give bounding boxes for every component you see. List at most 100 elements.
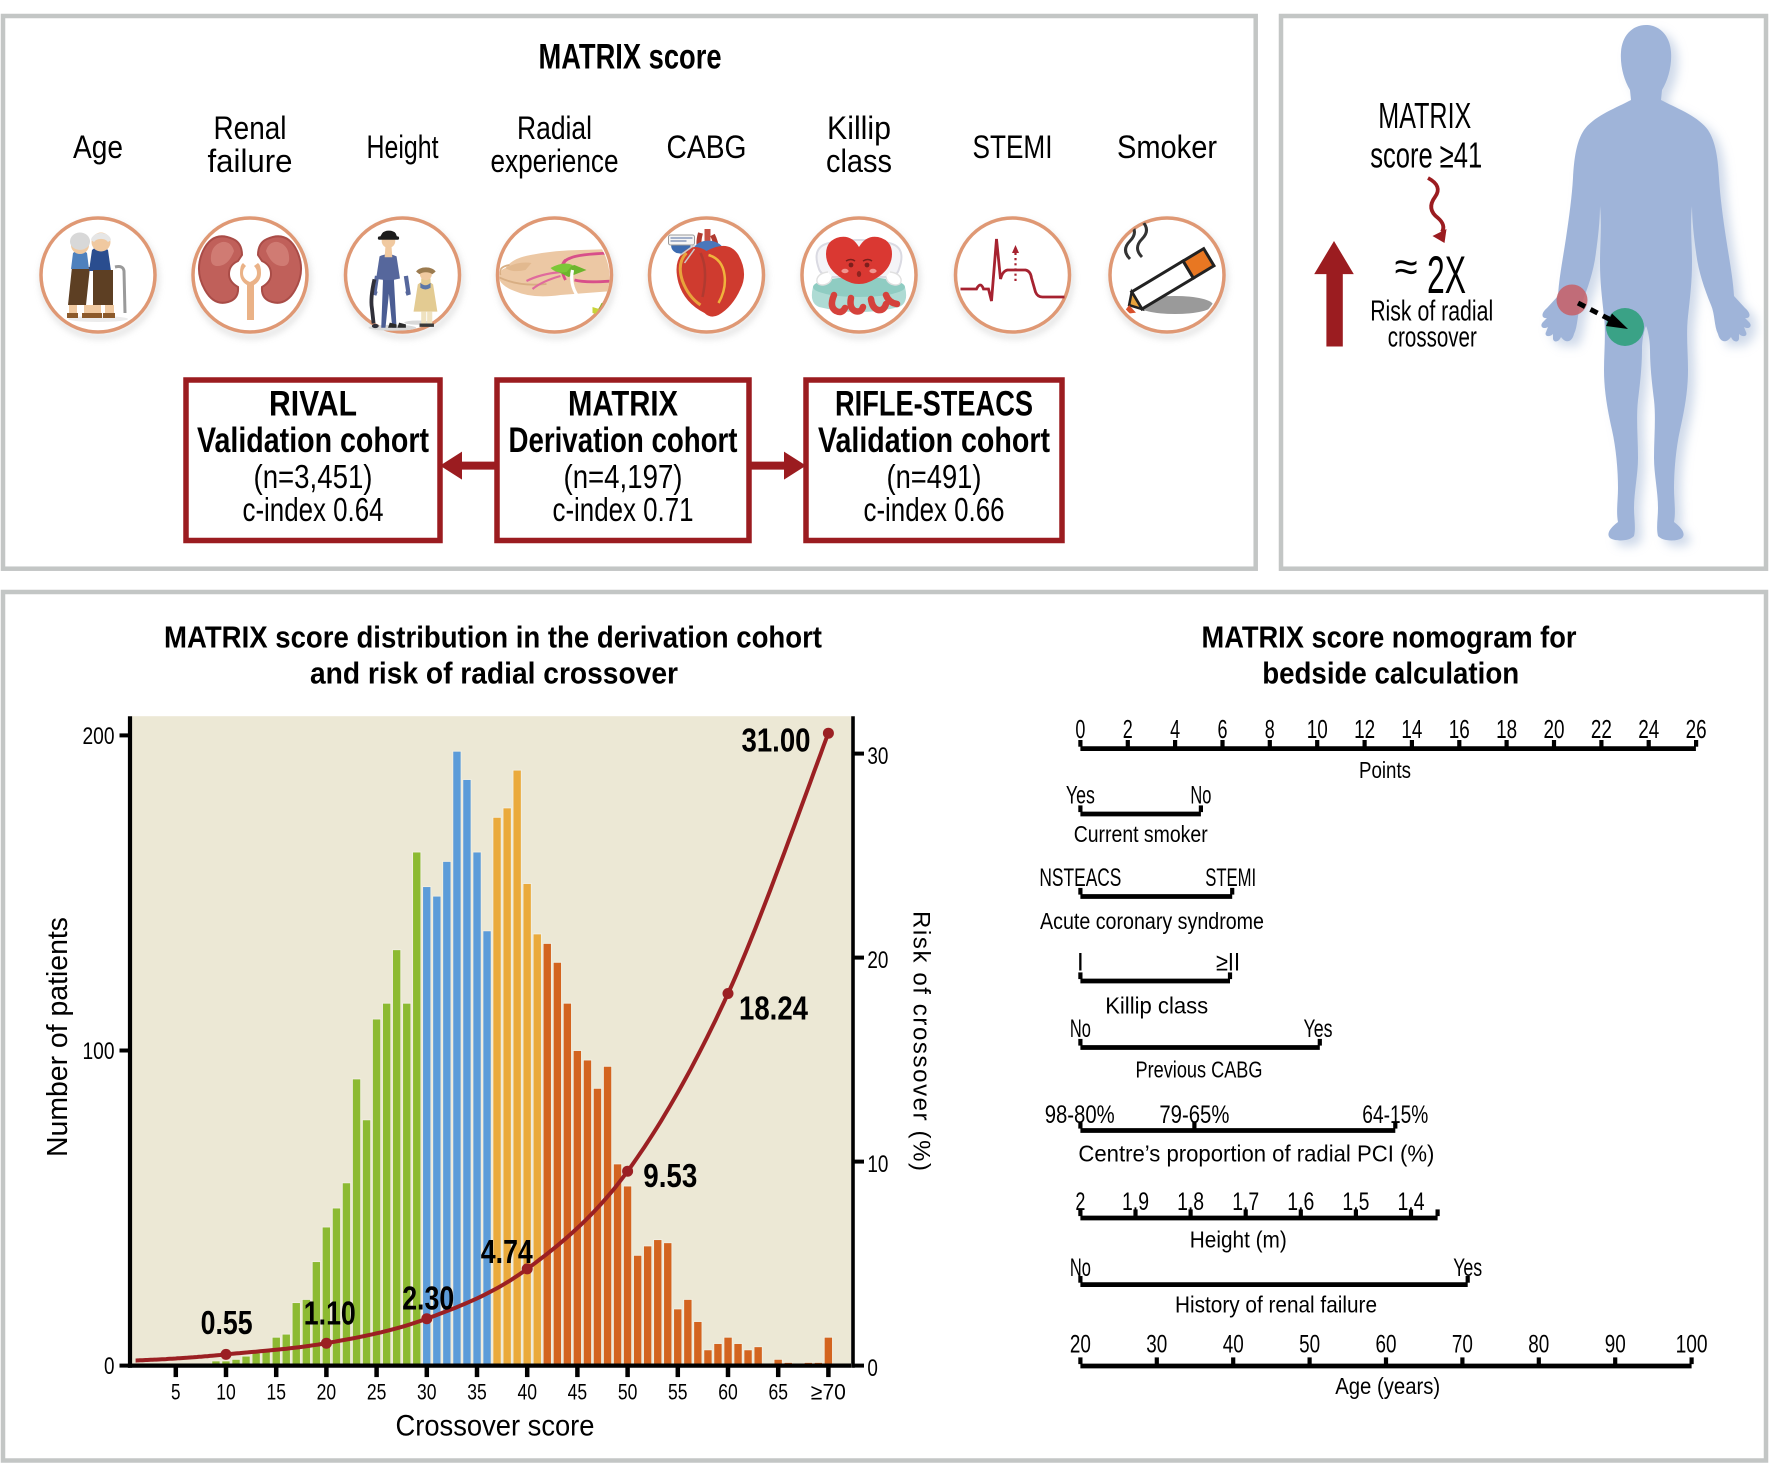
svg-text:Killip class: Killip class: [1105, 993, 1208, 1019]
svg-text:2: 2: [1075, 1188, 1085, 1216]
svg-text:65: 65: [768, 1379, 788, 1404]
svg-text:crossover: crossover: [1388, 322, 1477, 354]
svg-text:10: 10: [1307, 714, 1328, 744]
svg-text:40: 40: [517, 1379, 537, 1404]
svg-text:Validation cohort: Validation cohort: [818, 421, 1050, 460]
svg-text:RIVAL: RIVAL: [269, 385, 357, 424]
svg-text:NSTEACS: NSTEACS: [1039, 864, 1121, 892]
svg-text:RIFLE-STEACS: RIFLE-STEACS: [835, 385, 1033, 424]
svg-text:c-index 0.66: c-index 0.66: [864, 491, 1005, 528]
svg-text:1.10: 1.10: [304, 1294, 356, 1331]
svg-text:(n=3,451): (n=3,451): [254, 458, 373, 495]
svg-text:Height (m): Height (m): [1190, 1227, 1287, 1253]
svg-text:Age: Age: [73, 129, 123, 165]
svg-text:45: 45: [568, 1379, 588, 1404]
svg-text:Previous CABG: Previous CABG: [1136, 1057, 1263, 1083]
svg-text:64-15%: 64-15%: [1362, 1101, 1428, 1129]
svg-text:Risk of crossover (%): Risk of crossover (%): [908, 911, 935, 1171]
svg-text:No: No: [1070, 1015, 1091, 1043]
svg-text:Radial: Radial: [517, 110, 592, 146]
svg-text:18.24: 18.24: [739, 990, 809, 1027]
svg-text:Validation cohort: Validation cohort: [197, 421, 429, 460]
svg-text:Killip: Killip: [827, 110, 891, 146]
svg-text:20: 20: [1070, 1331, 1091, 1359]
svg-text:1.8: 1.8: [1177, 1188, 1204, 1216]
svg-text:History of renal failure: History of renal failure: [1175, 1292, 1377, 1318]
svg-text:Current smoker: Current smoker: [1074, 821, 1208, 847]
svg-text:c-index 0.64: c-index 0.64: [243, 491, 384, 528]
svg-text:70: 70: [1452, 1331, 1473, 1359]
svg-text:30: 30: [1146, 1331, 1167, 1359]
svg-text:Acute coronary syndrome: Acute coronary syndrome: [1040, 908, 1264, 934]
svg-text:0.55: 0.55: [201, 1304, 253, 1341]
svg-text:90: 90: [1605, 1331, 1626, 1359]
svg-text:100: 100: [1676, 1331, 1708, 1359]
svg-text:6: 6: [1218, 714, 1228, 744]
svg-text:100: 100: [83, 1038, 115, 1065]
svg-text:Age (years): Age (years): [1335, 1373, 1440, 1399]
svg-text:(n=491): (n=491): [887, 458, 982, 495]
svg-text:Centre’s proportion of radial: Centre’s proportion of radial PCI (%): [1078, 1141, 1434, 1167]
svg-text:2.30: 2.30: [402, 1280, 454, 1317]
svg-text:Risk of radial: Risk of radial: [1370, 296, 1493, 328]
svg-text:CABG: CABG: [667, 129, 747, 165]
svg-text:1.5: 1.5: [1342, 1188, 1369, 1216]
svg-text:50: 50: [618, 1379, 638, 1404]
svg-text:Crossover score: Crossover score: [396, 1410, 595, 1443]
svg-text:MATRIX score nomogram for: MATRIX score nomogram for: [1202, 621, 1577, 655]
svg-text:and risk of radial crossover: and risk of radial crossover: [310, 657, 678, 691]
svg-text:Number of patients: Number of patients: [42, 917, 74, 1157]
svg-text:No: No: [1070, 1254, 1091, 1282]
svg-text:Height: Height: [367, 129, 439, 165]
svg-text:35: 35: [467, 1379, 487, 1404]
svg-text:25: 25: [367, 1379, 387, 1404]
svg-text:class: class: [826, 143, 892, 179]
svg-text:2: 2: [1123, 714, 1133, 744]
svg-text:MATRIX score: MATRIX score: [539, 38, 722, 77]
svg-text:60: 60: [1376, 1331, 1397, 1359]
svg-text:≥70: ≥70: [811, 1379, 846, 1404]
svg-text:26: 26: [1686, 714, 1707, 744]
svg-text:≥II: ≥II: [1216, 949, 1240, 977]
svg-text:20: 20: [1544, 714, 1565, 744]
svg-text:STEMI: STEMI: [973, 129, 1053, 165]
svg-text:15: 15: [266, 1379, 286, 1404]
svg-text:MATRIX: MATRIX: [1378, 95, 1471, 136]
svg-text:Yes: Yes: [1066, 782, 1095, 810]
svg-text:10: 10: [867, 1151, 888, 1178]
svg-text:5: 5: [171, 1379, 181, 1404]
svg-text:20: 20: [867, 947, 888, 974]
svg-text:4: 4: [1170, 714, 1180, 744]
svg-text:failure: failure: [208, 143, 293, 179]
svg-text:18: 18: [1496, 714, 1517, 744]
svg-text:0: 0: [104, 1353, 115, 1380]
svg-text:No: No: [1190, 782, 1211, 810]
svg-text:80: 80: [1528, 1331, 1549, 1359]
svg-text:Derivation cohort: Derivation cohort: [509, 421, 738, 460]
svg-text:c-index 0.71: c-index 0.71: [553, 491, 694, 528]
svg-text:30: 30: [417, 1379, 437, 1404]
svg-text:1.7: 1.7: [1232, 1188, 1259, 1216]
svg-text:1.9: 1.9: [1122, 1188, 1149, 1216]
svg-text:12: 12: [1354, 714, 1375, 744]
svg-text:14: 14: [1401, 714, 1422, 744]
svg-text:0: 0: [867, 1355, 878, 1382]
svg-text:30: 30: [867, 743, 888, 770]
svg-text:16: 16: [1449, 714, 1470, 744]
svg-text:experience: experience: [491, 143, 619, 179]
svg-text:50: 50: [1299, 1331, 1320, 1359]
svg-text:9.53: 9.53: [643, 1157, 697, 1194]
svg-text:8: 8: [1265, 714, 1275, 744]
svg-text:10: 10: [216, 1379, 236, 1404]
svg-text:≈: ≈: [1394, 243, 1417, 290]
svg-text:24: 24: [1638, 714, 1659, 744]
svg-text:Renal: Renal: [214, 110, 287, 146]
svg-text:2X: 2X: [1427, 246, 1466, 305]
svg-text:bedside calculation: bedside calculation: [1262, 657, 1519, 691]
svg-text:20: 20: [317, 1379, 337, 1404]
svg-text:Smoker: Smoker: [1117, 129, 1217, 165]
svg-text:score ≥41: score ≥41: [1370, 135, 1482, 176]
svg-text:MATRIX: MATRIX: [568, 385, 679, 424]
svg-text:Yes: Yes: [1304, 1015, 1333, 1043]
svg-text:55: 55: [668, 1379, 688, 1404]
